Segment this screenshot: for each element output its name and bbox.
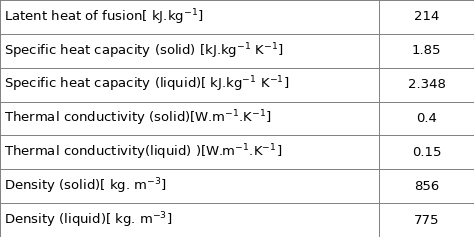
Text: 0.4: 0.4	[416, 112, 437, 125]
Text: Thermal conductivity (solid)[W.m$^{-1}$.K$^{-1}$]: Thermal conductivity (solid)[W.m$^{-1}$.…	[4, 109, 271, 128]
Text: 0.15: 0.15	[412, 146, 441, 159]
Text: Density (solid)[ kg. m$^{-3}$]: Density (solid)[ kg. m$^{-3}$]	[4, 176, 166, 196]
Text: Specific heat capacity (solid) [kJ.kg$^{-1}$ K$^{-1}$]: Specific heat capacity (solid) [kJ.kg$^{…	[4, 41, 283, 61]
Text: Specific heat capacity (liquid)[ kJ.kg$^{-1}$ K$^{-1}$]: Specific heat capacity (liquid)[ kJ.kg$^…	[4, 75, 289, 94]
Text: 856: 856	[414, 180, 439, 193]
Text: Density (liquid)[ kg. m$^{-3}$]: Density (liquid)[ kg. m$^{-3}$]	[4, 210, 172, 230]
Text: 775: 775	[414, 214, 439, 227]
Text: 1.85: 1.85	[412, 44, 441, 57]
Text: Latent heat of fusion[ kJ.kg$^{-1}$]: Latent heat of fusion[ kJ.kg$^{-1}$]	[4, 7, 203, 27]
Text: 2.348: 2.348	[408, 78, 446, 91]
Text: Thermal conductivity(liquid) )[W.m$^{-1}$.K$^{-1}$]: Thermal conductivity(liquid) )[W.m$^{-1}…	[4, 143, 282, 162]
Text: 214: 214	[414, 10, 439, 23]
